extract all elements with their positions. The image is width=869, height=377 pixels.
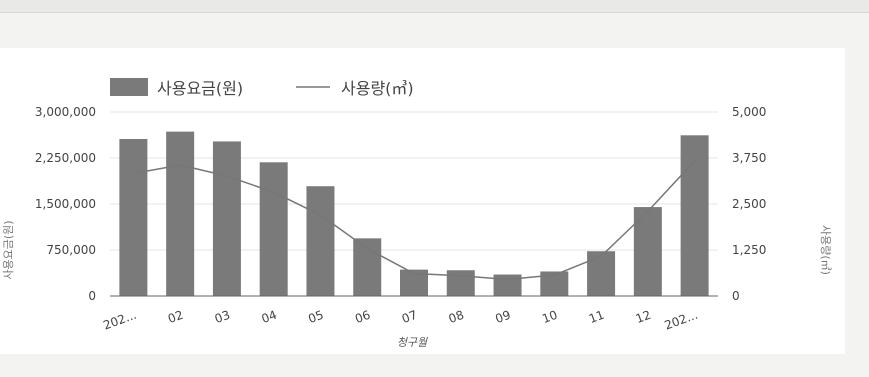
y-axis-title-right: 사용량(㎥): [819, 225, 832, 275]
y-tick-label-left: 3,000,000: [35, 105, 96, 119]
x-tick-label: 05: [306, 308, 325, 326]
y-tick-label-right: 5,000: [732, 105, 766, 119]
y-tick-label-left: 750,000: [46, 243, 96, 257]
bar: [446, 270, 475, 296]
x-tick-label: 03: [213, 308, 232, 326]
legend: 사용요금(원) 사용량(㎥): [110, 78, 414, 98]
y-tick-label-right: 2,500: [732, 197, 766, 211]
y-tick-label-left: 2,250,000: [35, 151, 96, 165]
y-tick-label-right: 3,750: [732, 151, 766, 165]
x-tick-label: 02: [166, 308, 185, 326]
bar: [353, 238, 382, 296]
bar: [119, 138, 148, 296]
bar-series: [119, 131, 709, 296]
y-tick-label-right: 1,250: [732, 243, 766, 257]
x-tick-label: 04: [260, 308, 279, 326]
bar: [633, 207, 662, 296]
x-tick-label: 06: [353, 308, 372, 326]
x-tick-label: 10: [540, 308, 559, 326]
bar: [166, 131, 195, 296]
grid-lines: [110, 111, 718, 251]
legend-line-label[interactable]: 사용량(㎥): [341, 79, 414, 98]
y-tick-label-left: 0: [88, 289, 96, 303]
line-series: [133, 160, 696, 281]
bar: [306, 186, 335, 296]
y-tick-label-right: 0: [732, 289, 740, 303]
top-bar: [0, 0, 869, 13]
y-tick-label-left: 1,500,000: [35, 197, 96, 211]
x-tick-label: 07: [400, 308, 419, 326]
y-axis-title-left: 사용요금(원): [2, 220, 15, 279]
bar: [212, 141, 241, 296]
x-tick-label: 202...: [101, 308, 138, 333]
series-line: [133, 160, 696, 281]
x-tick-label: 11: [587, 308, 606, 326]
x-axis-title: 청구월: [397, 336, 428, 349]
bar: [493, 274, 522, 296]
x-tick-label: 08: [447, 308, 466, 326]
bar: [680, 135, 709, 296]
bar: [587, 251, 616, 296]
x-tick-label: 202...: [663, 308, 700, 333]
x-tick-label: 09: [493, 308, 512, 326]
chart-panel: 0 750,000 1,500,000 2,250,000 3,000,000 0 1,25…: [0, 48, 845, 354]
legend-bar-swatch: [110, 78, 148, 96]
legend-bar-label[interactable]: 사용요금(원): [157, 79, 243, 98]
bar: [259, 162, 288, 296]
x-tick-label: 12: [634, 308, 653, 326]
usage-chart: 0 750,000 1,500,000 2,250,000 3,000,000 0 1,25…: [2, 78, 832, 349]
